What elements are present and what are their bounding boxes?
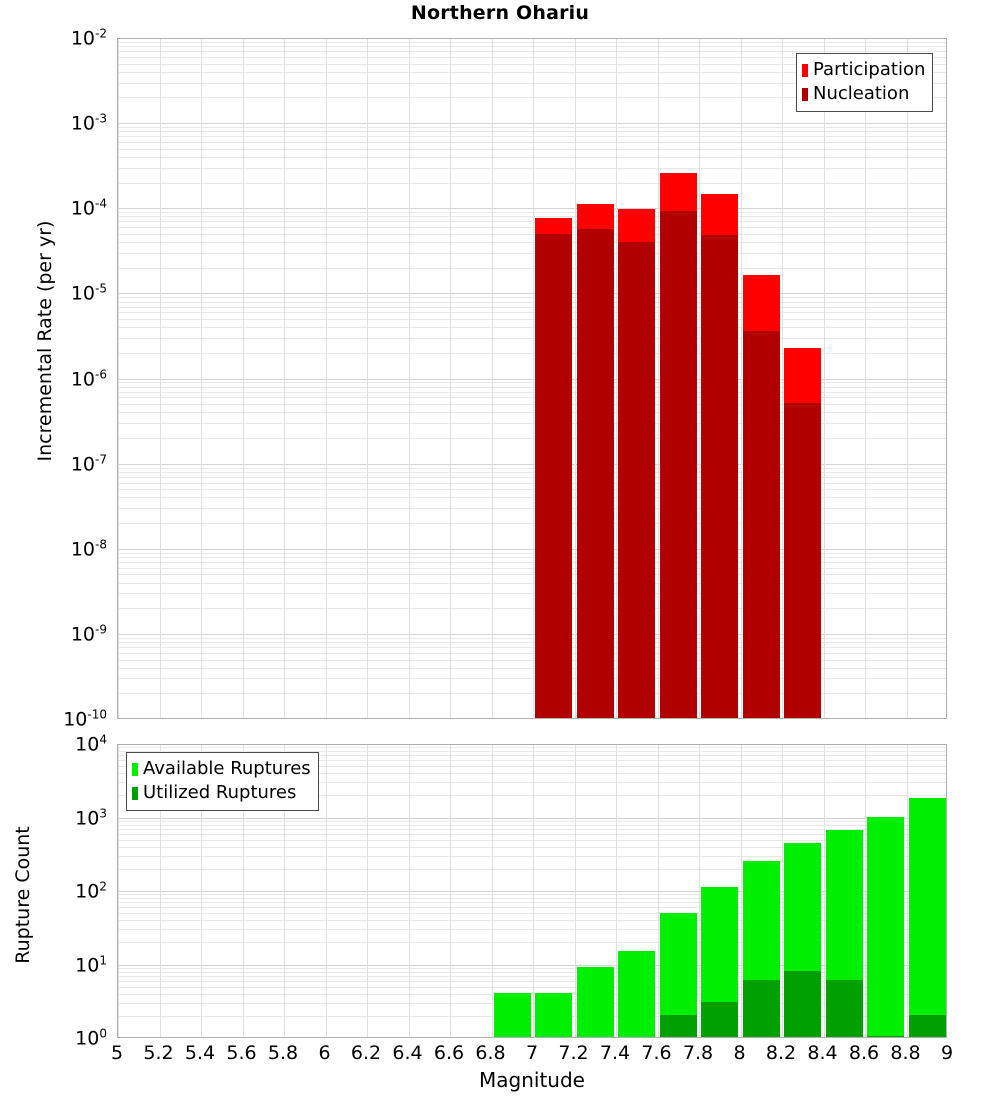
y-axis-tick-label: 102 (75, 879, 107, 903)
bar-group (659, 745, 697, 1037)
bar-segment-outer (867, 816, 905, 1037)
bars-incremental-rate (118, 39, 946, 718)
bar-group (784, 745, 822, 1037)
x-axis-tick-label: 5.4 (184, 1042, 216, 1064)
x-axis-tick-label: 7.4 (599, 1042, 631, 1064)
page-title: Northern Ohariu (410, 2, 590, 24)
legend-item: Participation (802, 58, 925, 82)
bar-segment-outer (908, 797, 946, 1037)
bar-group (742, 745, 780, 1037)
x-axis-tick-label: 8.6 (848, 1042, 880, 1064)
y-axis-tick-label: 10-3 (70, 111, 107, 135)
bar-group (701, 745, 739, 1037)
x-axis-tick-label: 5.2 (143, 1042, 174, 1064)
legend-label-participation: Participation (813, 59, 926, 80)
x-axis-tick-label: 5.8 (267, 1042, 299, 1064)
bar-group (535, 745, 573, 1037)
bar-segment-inner (659, 1014, 697, 1037)
bar-segment-outer (493, 992, 531, 1037)
x-axis-tick-label: 8.8 (890, 1042, 921, 1064)
bar-segment-inner (535, 234, 573, 718)
x-axis-tick-label: 7 (525, 1042, 539, 1064)
x-axis-tick-label: 5 (110, 1042, 124, 1064)
incremental-rate-plot (117, 38, 947, 719)
legend-swatch-utilized-ruptures (132, 786, 138, 800)
bar-segment-inner (825, 979, 863, 1037)
y-axis-tick-label: 10-4 (70, 196, 107, 220)
legend-item: Utilized Ruptures (132, 781, 311, 805)
bar-segment-outer (535, 992, 573, 1037)
bar-group (535, 39, 573, 718)
bar-segment-outer (618, 950, 656, 1037)
y-axis-tick-label: 10-6 (70, 366, 107, 391)
y-axis-ticks-top: 10-2 10-3 10-4 10-5 10-6 10-7 10-8 10-9 10-10 (0, 26, 112, 730)
bar-segment-inner (701, 1001, 739, 1037)
legend-item: Nucleation (802, 82, 925, 106)
y-axis-tick-label: 10-10 (63, 707, 107, 731)
bar-group (618, 39, 656, 718)
y-axis-title-top: Incremental Rate (per yr) (34, 220, 56, 462)
bar-group (576, 745, 614, 1037)
bar-group (908, 745, 946, 1037)
bar-segment-inner (659, 211, 697, 718)
x-axis-tick-label: 9 (940, 1042, 954, 1064)
legend-swatch-nucleation (802, 87, 808, 101)
legend-label-utilized-ruptures: Utilized Ruptures (143, 782, 297, 803)
x-axis-tick-label: 6.4 (392, 1042, 423, 1064)
y-axis-tick-label: 10-7 (70, 451, 107, 476)
legend-rupture-count: Available Ruptures Utilized Ruptures (126, 752, 319, 811)
x-axis-tick-label: 7.2 (558, 1042, 589, 1064)
legend-label-nucleation: Nucleation (813, 83, 910, 104)
y-axis-tick-label: 10-8 (70, 537, 107, 561)
bar-group (742, 39, 780, 718)
bars-rupture-count (118, 745, 946, 1037)
bar-group (618, 745, 656, 1037)
x-axis-tick-label: 5.6 (226, 1042, 257, 1064)
y-axis-tick-label: 10-9 (70, 622, 107, 646)
bar-segment-inner (784, 970, 822, 1037)
legend-item: Available Ruptures (132, 757, 311, 781)
x-axis-tick-label: 6 (318, 1042, 331, 1064)
x-axis-tick-label: 6.6 (433, 1042, 465, 1064)
bar-segment-inner (618, 242, 656, 718)
legend-label-available-ruptures: Available Ruptures (143, 758, 311, 779)
bar-group (493, 745, 531, 1037)
y-axis-tick-label: 101 (75, 952, 107, 977)
bar-segment-inner (701, 235, 739, 718)
bar-segment-inner (742, 979, 780, 1037)
bar-segment-inner (867, 1036, 905, 1037)
bar-segment-outer (576, 966, 614, 1037)
bar-group (825, 745, 863, 1037)
x-axis-tick-label: 6.2 (350, 1042, 382, 1064)
y-axis-tick-label: 103 (75, 805, 107, 830)
bar-group (867, 745, 905, 1037)
bar-segment-inner (908, 1014, 946, 1037)
legend-swatch-participation (802, 63, 808, 77)
x-axis-tick-label: 8 (733, 1042, 746, 1064)
y-axis-tick-label: 104 (75, 732, 107, 756)
y-axis-title-bottom: Rupture Count (12, 826, 34, 964)
bar-segment-inner (784, 403, 822, 718)
x-axis-tick-label: 8.2 (765, 1042, 797, 1064)
bar-segment-inner (576, 228, 614, 718)
x-axis-title: Magnitude (479, 1068, 585, 1092)
y-axis-tick-label: 100 (75, 1026, 107, 1050)
x-axis-ticks: 5 5.2 5.4 5.6 5.8 6 6.2 6.4 6.6 6.8 7 7.2 7.4 7.6 7.8 8… (0, 1042, 1000, 1068)
bar-group (576, 39, 614, 718)
bar-group (784, 39, 822, 718)
x-axis-tick-label: 6.8 (475, 1042, 506, 1064)
y-axis-tick-label: 10-2 (70, 26, 107, 50)
bar-segment-inner (742, 331, 780, 718)
legend-swatch-available-ruptures (132, 762, 138, 776)
x-axis-tick-label: 7.8 (682, 1042, 714, 1064)
bar-group (659, 39, 697, 718)
x-axis-tick-label: 8.4 (807, 1042, 838, 1064)
y-axis-tick-label: 10-5 (70, 281, 107, 306)
bar-group (701, 39, 739, 718)
x-axis-tick-label: 7.6 (641, 1042, 672, 1064)
legend-incremental-rate: Participation Nucleation (796, 53, 934, 112)
y-axis-ticks-bottom: 104 103 102 101 100 (0, 732, 112, 1049)
